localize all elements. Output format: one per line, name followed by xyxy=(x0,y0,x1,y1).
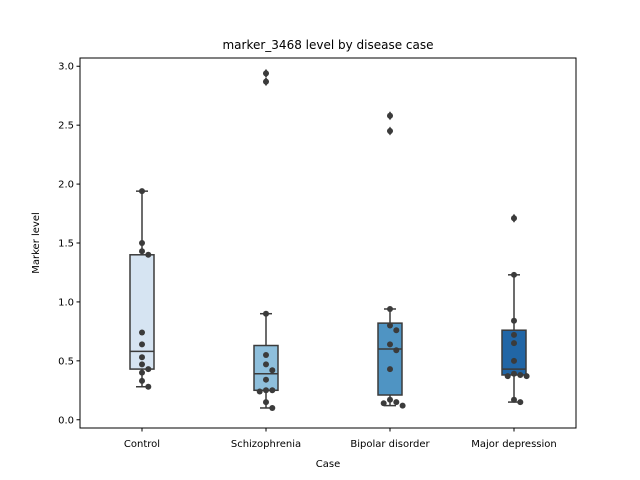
data-point xyxy=(263,351,269,358)
data-point xyxy=(393,399,400,406)
plot-area xyxy=(129,68,530,411)
y-tick-label: 0.0 xyxy=(58,415,74,426)
data-point xyxy=(511,331,517,338)
data-point xyxy=(399,402,406,409)
y-axis: 0.0 0.5 1.0 1.5 2.0 2.5 3.0 xyxy=(58,62,80,426)
data-point xyxy=(511,340,517,347)
data-point xyxy=(393,347,400,354)
data-point xyxy=(387,322,393,329)
data-point xyxy=(263,376,269,383)
data-point xyxy=(263,70,269,77)
data-point xyxy=(269,387,276,394)
data-point xyxy=(139,240,145,246)
data-point xyxy=(145,383,152,390)
data-point xyxy=(139,361,145,368)
swarm-group xyxy=(504,215,530,406)
data-point xyxy=(517,399,524,406)
data-point xyxy=(511,317,517,324)
swarm-group xyxy=(380,112,406,409)
data-point xyxy=(263,78,269,85)
data-point xyxy=(511,215,517,222)
y-tick-label: 2.0 xyxy=(58,180,74,191)
data-point xyxy=(139,341,145,348)
box-group xyxy=(129,190,155,388)
data-point xyxy=(256,388,263,395)
data-point xyxy=(139,248,145,255)
data-point xyxy=(269,404,276,411)
data-point xyxy=(511,271,517,278)
data-point xyxy=(269,367,276,374)
data-point xyxy=(263,361,269,368)
data-point xyxy=(511,370,517,377)
x-axis-label: Case xyxy=(316,459,340,470)
data-point xyxy=(145,251,152,258)
y-tick-label: 0.5 xyxy=(58,356,74,367)
swarm-group xyxy=(256,70,276,411)
data-point xyxy=(523,373,530,380)
y-tick-label: 3.0 xyxy=(58,62,74,73)
data-point xyxy=(387,366,393,373)
data-point xyxy=(380,400,387,407)
data-point xyxy=(387,112,393,119)
data-point xyxy=(263,310,269,317)
data-point xyxy=(393,327,400,334)
x-tick-label: Schizophrenia xyxy=(231,439,301,450)
y-tick-label: 1.0 xyxy=(58,297,74,308)
data-point xyxy=(139,369,145,376)
x-tick-label: Control xyxy=(124,439,160,450)
data-point xyxy=(387,341,393,348)
chart-title: marker_3468 level by disease case xyxy=(222,38,433,52)
x-tick-label: Major depression xyxy=(471,439,557,450)
data-point xyxy=(263,399,269,406)
data-point xyxy=(139,329,145,336)
data-point xyxy=(511,396,517,403)
data-point xyxy=(517,371,524,378)
x-tick-label: Bipolar disorder xyxy=(350,439,430,450)
data-point xyxy=(511,357,517,364)
data-point xyxy=(139,188,145,195)
box-group xyxy=(377,111,403,407)
data-point xyxy=(387,305,393,312)
x-axis: Control Schizophrenia Bipolar disorder Majo… xyxy=(124,428,557,450)
swarm-group xyxy=(139,188,152,390)
y-tick-label: 1.5 xyxy=(58,239,74,250)
data-point xyxy=(139,377,145,384)
data-point xyxy=(145,366,152,373)
box xyxy=(377,322,403,396)
y-axis-label: Marker level xyxy=(31,212,42,274)
y-tick-label: 2.5 xyxy=(58,121,74,132)
data-point xyxy=(387,128,393,135)
box xyxy=(129,254,155,370)
data-point xyxy=(504,373,511,380)
data-point xyxy=(139,354,145,361)
data-point xyxy=(263,387,269,394)
data-point xyxy=(387,396,393,403)
